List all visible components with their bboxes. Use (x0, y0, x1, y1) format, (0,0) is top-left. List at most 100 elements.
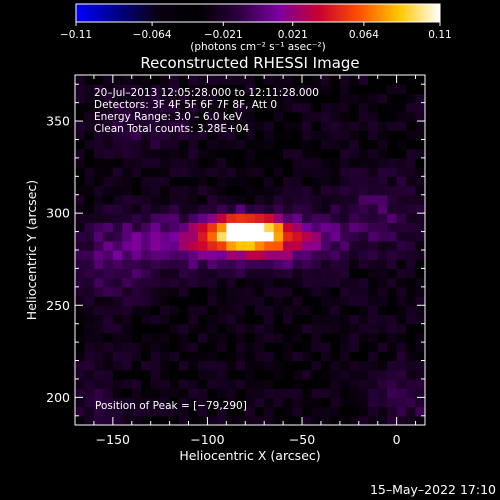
heatmap-cell (320, 397, 332, 408)
heatmap-cell (84, 111, 95, 122)
heatmap-cell (188, 157, 199, 168)
heatmap-cell (141, 84, 152, 95)
heatmap-cell (358, 222, 369, 233)
heatmap-cell (377, 277, 388, 288)
heatmap-cell (358, 139, 369, 150)
heatmap-cell (311, 102, 322, 113)
heatmap-cell (302, 259, 313, 270)
heatmap-cell (131, 286, 142, 297)
heatmap-cell (368, 75, 379, 85)
heatmap-cell (235, 296, 246, 306)
heatmap-cell (197, 111, 209, 122)
heatmap-cell (141, 231, 152, 242)
heatmap-cell (339, 111, 350, 122)
heatmap-cell (273, 259, 284, 270)
heatmap-cell (93, 268, 104, 279)
heatmap-cell (93, 305, 104, 316)
heatmap-cell (396, 296, 407, 306)
heatmap-cell (207, 250, 218, 260)
heatmap-cell (160, 296, 171, 306)
heatmap-cell (320, 296, 332, 306)
heatmap-cell (377, 93, 388, 104)
heatmap-cell (216, 93, 227, 104)
heatmap-cell (226, 167, 237, 177)
heatmap-cell (131, 277, 142, 288)
heatmap-cell (387, 286, 398, 297)
heatmap-cell (264, 102, 275, 113)
heatmap-cell (396, 185, 407, 196)
heatmap-cell (150, 305, 161, 316)
heatmap-cell (160, 314, 171, 325)
heatmap-cell (131, 203, 142, 214)
heatmap-cell (93, 286, 104, 297)
heatmap-cell (368, 323, 379, 334)
heatmap-cell (207, 93, 218, 104)
heatmap-cell (377, 369, 388, 380)
heatmap-cell (339, 296, 350, 306)
heatmap-cell (245, 157, 256, 168)
heatmap-cell (377, 130, 388, 141)
heatmap-cell (84, 176, 95, 187)
heatmap-cell (273, 75, 284, 85)
heatmap-cell (302, 369, 313, 380)
heatmap-cell (358, 203, 369, 214)
annotation-detectors: Detectors: 3F 4F 5F 6F 7F 8F, Att 0 (94, 99, 277, 111)
heatmap-cell (349, 415, 360, 426)
heatmap-cell (160, 406, 171, 417)
heatmap-cell (406, 185, 417, 196)
heatmap-cell (283, 148, 294, 159)
heatmap-cell (93, 323, 104, 334)
heatmap-cell (330, 75, 341, 85)
heatmap-cell (396, 406, 407, 417)
heatmap-cell (216, 351, 227, 362)
heatmap-cell (368, 277, 379, 288)
heatmap-cell (84, 75, 95, 85)
heatmap-cell (179, 415, 190, 426)
heatmap-cell (160, 323, 171, 334)
heatmap-cell (122, 406, 133, 417)
heatmap-cell (273, 176, 284, 187)
heatmap-cell (302, 397, 313, 408)
heatmap-cell (93, 185, 104, 196)
heatmap-cell (188, 259, 199, 270)
heatmap-cell (349, 139, 360, 150)
heatmap-cell (245, 277, 256, 288)
heatmap-cell (169, 176, 180, 187)
heatmap-cell (122, 277, 133, 288)
heatmap-cell (160, 213, 171, 223)
heatmap-cell (131, 305, 142, 316)
heatmap-cell (377, 194, 388, 205)
heatmap-cell (245, 240, 256, 251)
heatmap-cell (358, 185, 369, 196)
heatmap-cell (141, 167, 152, 177)
heatmap-cell (292, 157, 303, 168)
heatmap-cell (377, 305, 388, 316)
heatmap-cell (169, 277, 180, 288)
heatmap-cell (387, 93, 398, 104)
heatmap-cell (339, 259, 350, 270)
heatmap-cell (349, 84, 360, 95)
heatmap-cell (122, 259, 133, 270)
heatmap-cell (245, 360, 256, 371)
heatmap-cell (302, 157, 313, 168)
heatmap-cell (283, 323, 294, 334)
heatmap-cell (396, 231, 407, 242)
heatmap-cell (226, 342, 237, 352)
heatmap-cell (396, 139, 407, 150)
heatmap-cell (245, 268, 256, 279)
heatmap-cell (188, 332, 199, 343)
heatmap-cell (245, 323, 256, 334)
heatmap-cell (245, 75, 256, 85)
heatmap-cell (169, 286, 180, 297)
heatmap-cell (160, 231, 171, 242)
heatmap-cell (302, 314, 313, 325)
heatmap-cell (122, 185, 133, 196)
heatmap-cell (377, 213, 388, 223)
heatmap-cell (377, 102, 388, 113)
y-tick-label: 200 (46, 390, 70, 405)
heatmap-cell (330, 185, 341, 196)
heatmap-cell (122, 342, 133, 352)
heatmap-cell (112, 323, 123, 334)
heatmap-cell (387, 75, 398, 85)
heatmap-cell (179, 84, 190, 95)
